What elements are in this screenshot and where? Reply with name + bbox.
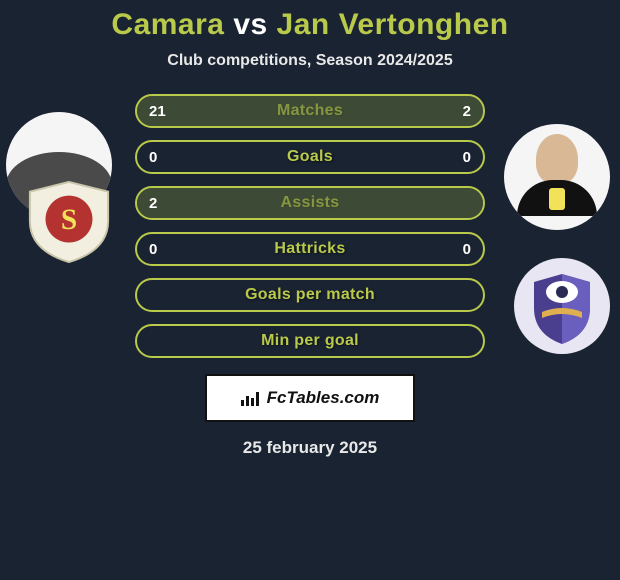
stat-label: Goals <box>287 148 333 166</box>
chart-icon <box>241 390 261 406</box>
head-icon <box>536 134 578 184</box>
brand-text: FcTables.com <box>267 388 380 408</box>
stat-fill-right <box>407 96 483 126</box>
stat-value-left: 0 <box>149 149 157 166</box>
stat-value-left: 2 <box>149 195 157 212</box>
club1-letter: S <box>61 204 77 236</box>
body-icon <box>517 180 597 216</box>
title-player1: Camara <box>111 8 224 41</box>
stat-fill-left <box>137 188 483 218</box>
stat-label: Min per goal <box>261 332 359 350</box>
date: 25 february 2025 <box>243 438 377 458</box>
club2-badge <box>512 256 612 356</box>
subtitle: Club competitions, Season 2024/2025 <box>167 52 452 70</box>
title-vs: vs <box>233 8 267 41</box>
stat-row: Goals 0 0 <box>135 140 485 174</box>
stat-value-left: 21 <box>149 103 166 120</box>
title-player2: Jan Vertonghen <box>277 8 509 41</box>
stat-row: Matches212 <box>135 94 485 128</box>
stat-fill-left <box>137 96 407 126</box>
crest-icon <box>512 256 612 356</box>
stat-value-right: 0 <box>463 149 471 166</box>
stat-row: Assists2 <box>135 186 485 220</box>
title: Camara vs Jan Vertonghen <box>111 8 508 42</box>
club1-badge: S <box>20 178 118 266</box>
stat-row: Min per goal <box>135 324 485 358</box>
player2-photo <box>504 124 610 230</box>
stat-label: Hattricks <box>274 240 345 258</box>
stat-row: Goals per match <box>135 278 485 312</box>
stat-value-left: 0 <box>149 241 157 258</box>
stat-row: Hattricks 0 0 <box>135 232 485 266</box>
stat-value-right: 0 <box>463 241 471 258</box>
shield-icon: S <box>20 178 118 266</box>
brand-badge: FcTables.com <box>205 374 415 422</box>
stat-label: Goals per match <box>245 286 375 304</box>
stat-value-right: 2 <box>463 103 471 120</box>
player2-figure <box>504 124 610 230</box>
